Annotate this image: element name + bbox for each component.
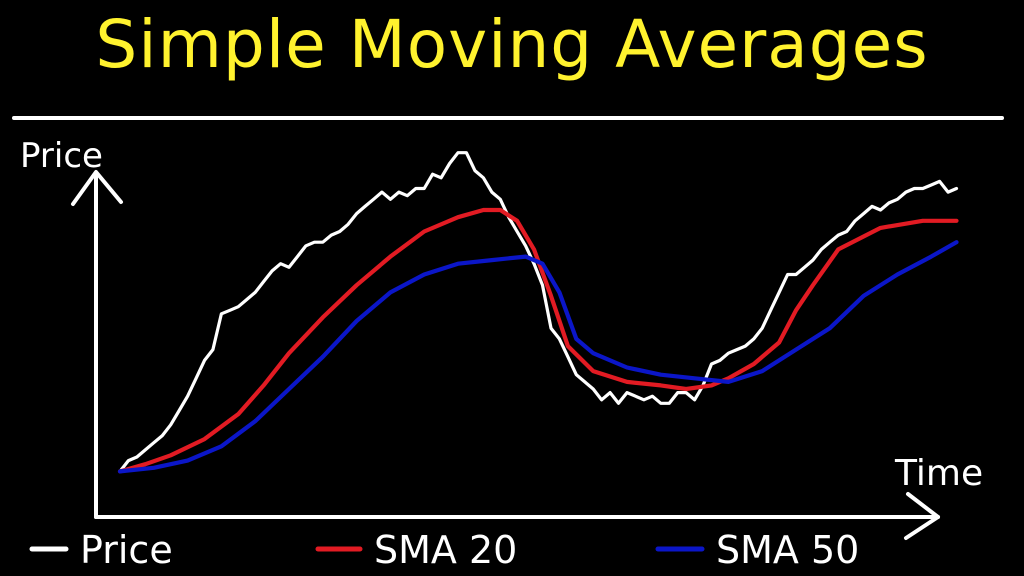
series-line-sma-20 xyxy=(117,207,959,474)
chart-title: Simple Moving Averages xyxy=(95,6,929,83)
y-axis-arrow xyxy=(71,170,123,206)
legend-label-sma-50: SMA 50 xyxy=(716,528,859,572)
legend-label-sma-20: SMA 20 xyxy=(374,528,517,572)
legend: Price SMA 20 SMA 50 xyxy=(29,528,859,572)
x-axis-arrow xyxy=(904,492,940,540)
series-group xyxy=(117,151,959,474)
series-line-sma-50 xyxy=(117,240,959,474)
legend-label-price: Price xyxy=(80,528,173,572)
x-axis-label: Time xyxy=(894,453,983,494)
y-axis-label: Price xyxy=(20,136,103,176)
series-line-price xyxy=(118,151,959,473)
